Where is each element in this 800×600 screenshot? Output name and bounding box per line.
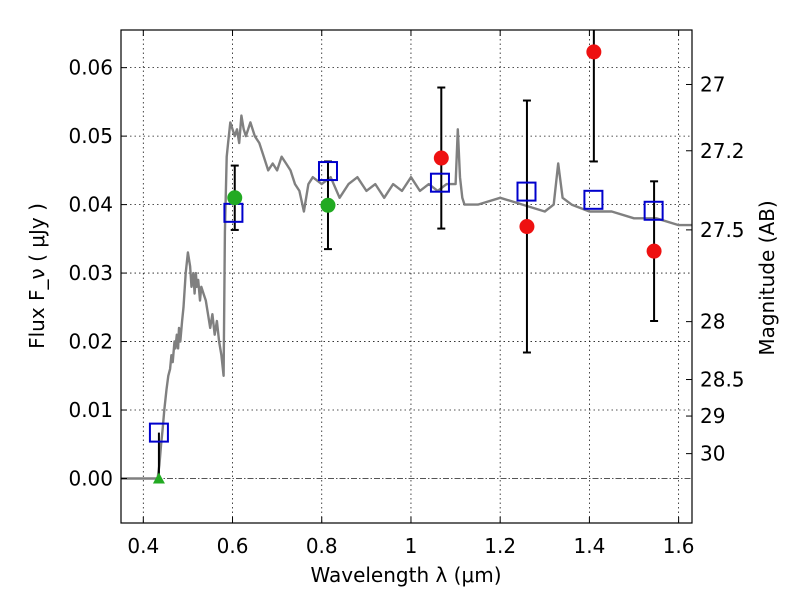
right-tick-label: 27.5 [700, 218, 745, 242]
red-markers [433, 44, 662, 259]
axis-ticks [121, 30, 692, 523]
model-square-marker [429, 172, 450, 193]
red-circle-marker [646, 243, 662, 259]
y-tick-label: 0.02 [68, 330, 113, 354]
right-tick-label: 29 [700, 404, 725, 428]
x-tick-label: 1.2 [484, 534, 516, 558]
y-tick-labels: 0.00 0.01 0.02 0.03 0.04 0.05 0.06 [68, 56, 113, 491]
right-tick-label: 30 [700, 442, 725, 466]
red-circle-marker [519, 219, 535, 235]
model-square-marker [317, 161, 338, 182]
y-tick-label: 0.01 [68, 398, 113, 422]
green-triangle-marker [152, 472, 165, 484]
y-tick-label: 0.05 [68, 124, 113, 148]
right-tick-label: 27.2 [700, 139, 745, 163]
right-tick-label: 28.5 [700, 368, 745, 392]
green-circle-marker [227, 190, 243, 206]
x-tick-label: 1.6 [663, 534, 695, 558]
y-tick-label: 0.03 [68, 261, 113, 285]
green-circle-marker [320, 197, 336, 213]
right-tick-labels: 27 27.2 27.5 28 28.5 29 30 [700, 72, 745, 465]
x-tick-label: 0.4 [127, 534, 159, 558]
model-square-marker [643, 200, 664, 221]
sed-curve [121, 114, 692, 480]
plot-background [121, 30, 692, 523]
right-tick-label: 27 [700, 72, 725, 96]
y-tick-label: 0.04 [68, 193, 113, 217]
x-tick-label: 1 [405, 534, 418, 558]
y-tick-label: 0.06 [68, 56, 113, 80]
y-tick-label: 0.00 [68, 466, 113, 490]
plot-frame [120, 29, 693, 524]
x-tick-label: 1.4 [573, 534, 605, 558]
model-square-marker [148, 422, 169, 443]
x-axis-label: Wavelength λ (μm) [310, 563, 501, 587]
model-square-marker [583, 189, 604, 210]
y-axis-label: Flux F_ν ( μJy ) [25, 203, 49, 349]
right-axis-label: Magnitude (AB) [755, 200, 779, 355]
grid [121, 30, 692, 523]
model-square-marker [516, 181, 537, 202]
red-circle-marker [433, 150, 449, 166]
right-tick-label: 28 [700, 310, 725, 334]
green-markers [152, 190, 336, 484]
red-circle-marker [586, 44, 602, 60]
x-tick-labels: 0.4 0.6 0.8 1 1.2 1.4 1.6 [127, 534, 694, 558]
x-tick-label: 0.6 [217, 534, 249, 558]
x-tick-label: 0.8 [306, 534, 338, 558]
